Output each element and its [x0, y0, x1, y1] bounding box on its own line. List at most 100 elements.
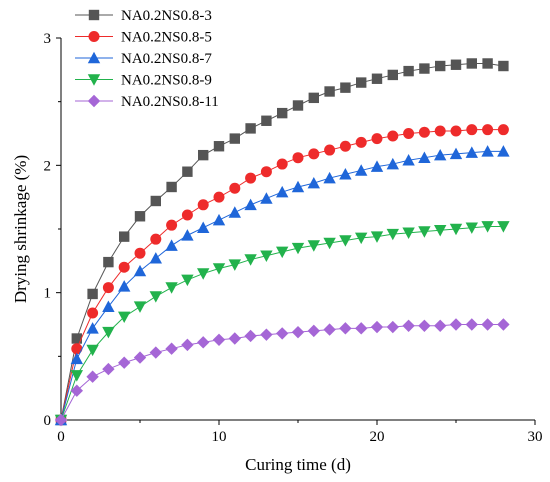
data-point [450, 59, 462, 70]
x-tick-label: 0 [57, 429, 65, 445]
data-point [418, 226, 431, 238]
data-point [197, 199, 209, 211]
data-point [355, 136, 367, 148]
data-point [324, 144, 336, 156]
data-point [450, 125, 462, 137]
data-point [323, 237, 336, 250]
data-point [497, 318, 510, 331]
data-point [70, 352, 83, 365]
data-point [165, 342, 178, 355]
data-point [465, 318, 478, 331]
data-point [276, 246, 289, 259]
data-point [71, 343, 83, 355]
data-point [150, 233, 162, 245]
data-point [371, 73, 383, 84]
legend-item: NA0.2NS0.8-7 [75, 51, 212, 67]
data-point [498, 60, 509, 72]
data-point [402, 154, 415, 166]
data-point [118, 356, 131, 369]
data-point [228, 206, 241, 218]
data-point [103, 256, 114, 268]
data-point [197, 336, 210, 349]
data-point [150, 195, 161, 207]
data-point [86, 370, 99, 383]
data-point [276, 327, 289, 340]
data-point [102, 362, 115, 376]
data-point [133, 264, 147, 277]
data-point [339, 140, 351, 152]
legend-marker [87, 51, 101, 64]
data-point [260, 166, 272, 178]
legend-item: NA0.2NS0.8-3 [75, 8, 212, 24]
data-point [181, 229, 194, 241]
data-point [403, 65, 414, 77]
data-point [228, 259, 241, 271]
legend-label: NA0.2NS0.8-3 [121, 8, 212, 24]
data-point [86, 344, 99, 357]
data-point [402, 227, 415, 240]
axes: 0 10 20 30 0 1 2 3 [44, 31, 543, 445]
data-point [276, 185, 289, 198]
data-point [497, 124, 509, 136]
data-point [149, 291, 162, 303]
data-point [118, 261, 130, 273]
data-point [481, 145, 494, 157]
data-point [118, 311, 131, 324]
data-point [212, 213, 226, 226]
data-point [370, 320, 384, 334]
data-point [449, 147, 463, 160]
legend-marker [88, 31, 100, 42]
data-point [370, 160, 384, 172]
data-point [102, 282, 114, 294]
data-point [466, 58, 477, 69]
data-point [449, 318, 463, 331]
data-point [497, 145, 510, 157]
data-point [165, 239, 178, 251]
data-point [402, 319, 415, 332]
data-point [465, 222, 478, 234]
data-point [292, 152, 304, 164]
legend-item: NA0.2NS0.8-11 [75, 94, 219, 110]
data-point [307, 240, 320, 252]
data-point [371, 133, 383, 145]
data-point [182, 166, 193, 177]
data-point [307, 176, 320, 189]
legend-marker [87, 74, 101, 86]
data-point [481, 318, 494, 331]
series-group [54, 58, 510, 427]
data-point [339, 322, 352, 335]
data-point [261, 115, 272, 126]
data-point [181, 338, 194, 352]
series-line [60, 129, 504, 421]
legend-marker [87, 94, 101, 108]
data-point [323, 323, 336, 336]
data-point [482, 58, 493, 69]
data-point [244, 198, 257, 211]
data-point [133, 351, 147, 364]
data-point [355, 232, 368, 245]
data-point [340, 82, 351, 93]
data-point [308, 148, 320, 160]
data-point [197, 268, 210, 280]
data-point [181, 274, 194, 287]
data-point [260, 328, 273, 341]
data-point [212, 263, 226, 275]
data-point [387, 130, 399, 142]
y-tick-label: 2 [44, 158, 52, 174]
data-point [386, 228, 399, 241]
data-point [54, 413, 68, 427]
data-point [466, 124, 478, 136]
data-point [482, 124, 494, 136]
data-point [229, 182, 241, 194]
data-point [166, 181, 177, 193]
legend-label: NA0.2NS0.8-11 [121, 94, 219, 110]
data-point [134, 211, 146, 222]
data-point [86, 322, 99, 334]
y-tick-label: 1 [44, 286, 52, 302]
data-point [323, 171, 336, 184]
data-point [465, 146, 478, 158]
legend-item: NA0.2NS0.8-9 [75, 73, 212, 89]
data-point [419, 63, 430, 74]
data-point [449, 223, 463, 236]
data-point [356, 77, 367, 88]
